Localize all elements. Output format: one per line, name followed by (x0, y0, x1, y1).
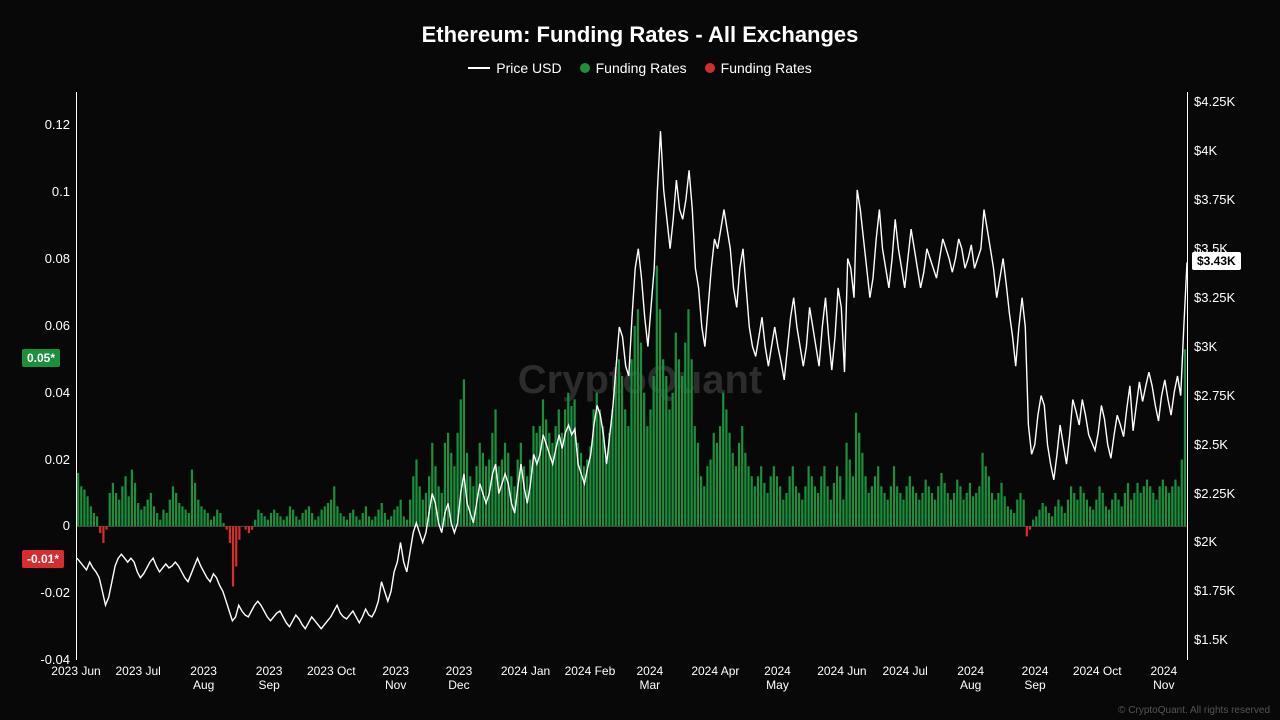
x-tick: 2023 Aug (174, 664, 234, 692)
x-tick: 2024 Sep (1005, 664, 1065, 692)
legend-line-icon (468, 67, 490, 69)
y-right-tick: $2.25K (1194, 486, 1235, 501)
y-left-tick: 0.08 (20, 251, 70, 266)
y-left-tick: 0.04 (20, 385, 70, 400)
x-tick: 2024 Jan (496, 664, 556, 678)
y-right-tick: $3K (1194, 339, 1217, 354)
x-tick: 2024 Jul (875, 664, 935, 678)
x-tick: 2023 Oct (301, 664, 361, 678)
x-tick: 2024 Aug (941, 664, 1001, 692)
y-left-tick: -0.02 (20, 585, 70, 600)
y-right-tick: $2K (1194, 534, 1217, 549)
legend-funding-neg[interactable]: Funding Rates (705, 60, 812, 76)
x-tick: 2024 May (748, 664, 808, 692)
y-right-tick: $4K (1194, 143, 1217, 158)
y-left-tick: 0.12 (20, 117, 70, 132)
x-tick: 2024 Oct (1067, 664, 1127, 678)
funding-pos-badge: 0.05* (22, 349, 60, 367)
legend-price[interactable]: Price USD (468, 60, 561, 76)
x-tick: 2024 Jun (812, 664, 872, 678)
x-tick: 2024 Apr (685, 664, 745, 678)
chart-svg (77, 92, 1187, 660)
legend-funding-pos[interactable]: Funding Rates (580, 60, 687, 76)
legend-dot-green-icon (580, 63, 590, 73)
x-tick: 2023 Dec (429, 664, 489, 692)
x-tick: 2023 Nov (366, 664, 426, 692)
y-right-tick: $3.25K (1194, 290, 1235, 305)
legend-funding-neg-label: Funding Rates (721, 60, 812, 76)
y-right-tick: $1.5K (1194, 632, 1228, 647)
x-tick: 2023 Jul (108, 664, 168, 678)
y-right-tick: $2.75K (1194, 388, 1235, 403)
x-tick: 2023 Sep (239, 664, 299, 692)
x-tick: 2023 Jun (46, 664, 106, 678)
y-left-tick: 0.06 (20, 318, 70, 333)
y-right-tick: $3.75K (1194, 192, 1235, 207)
x-tick: 2024 Nov (1134, 664, 1194, 692)
legend-funding-pos-label: Funding Rates (596, 60, 687, 76)
chart-container: Ethereum: Funding Rates - All Exchanges … (0, 0, 1280, 720)
plot-area[interactable] (76, 92, 1188, 660)
x-tick: 2024 Mar (620, 664, 680, 692)
y-right-tick: $4.25K (1194, 94, 1235, 109)
y-left-tick: 0.02 (20, 452, 70, 467)
y-left-tick: 0.1 (20, 184, 70, 199)
y-right-tick: $1.75K (1194, 583, 1235, 598)
legend-price-label: Price USD (496, 60, 561, 76)
legend-dot-red-icon (705, 63, 715, 73)
y-right-tick: $2.5K (1194, 437, 1228, 452)
chart-legend: Price USD Funding Rates Funding Rates (0, 60, 1280, 76)
copyright: © CryptoQuant. All rights reserved (1118, 705, 1270, 716)
funding-neg-badge: -0.01* (22, 550, 64, 568)
chart-title: Ethereum: Funding Rates - All Exchanges (0, 22, 1280, 48)
price-badge: $3.43K (1192, 252, 1241, 270)
y-left-tick: 0 (20, 518, 70, 533)
x-tick: 2024 Feb (560, 664, 620, 678)
